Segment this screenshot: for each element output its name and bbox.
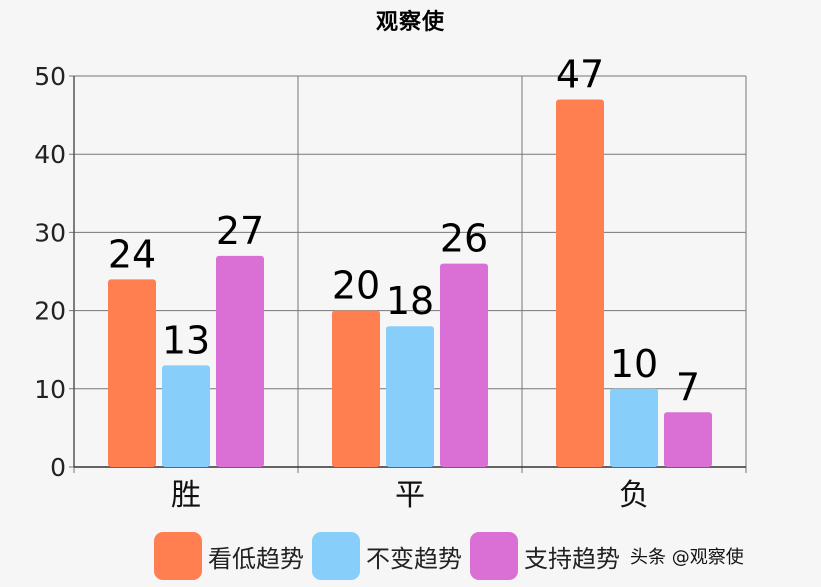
data-label: 26 <box>440 217 488 261</box>
legend-swatch-2 <box>470 532 518 580</box>
bar <box>332 310 380 467</box>
bar <box>162 365 210 467</box>
y-tick-label: 50 <box>34 62 66 91</box>
legend-label: 不变趋势 <box>366 544 462 573</box>
bar <box>610 388 658 467</box>
y-tick-label: 40 <box>34 140 66 169</box>
bar <box>216 255 264 467</box>
bar <box>108 279 156 467</box>
data-label: 13 <box>162 318 210 362</box>
legend-item-series-1[interactable]: 不变趋势 <box>312 532 462 580</box>
data-label: 47 <box>556 52 604 96</box>
legend-label: 支持趋势 <box>524 544 620 573</box>
data-label: 10 <box>610 342 658 386</box>
legend: 看低趋势 不变趋势 支持趋势 头条 @观察使 <box>154 532 744 580</box>
legend-label: 看低趋势 <box>208 544 304 573</box>
bar <box>664 412 712 467</box>
y-tick-label: 20 <box>34 297 66 326</box>
legend-item-series-0[interactable]: 看低趋势 <box>154 532 304 580</box>
bar <box>386 326 434 467</box>
y-tick-label: 10 <box>34 375 66 404</box>
x-tick-label: 胜 <box>171 478 201 513</box>
bar <box>556 99 604 468</box>
x-tick-label: 平 <box>395 478 425 513</box>
data-label: 20 <box>332 264 380 308</box>
legend-item-series-2[interactable]: 支持趋势 <box>470 532 620 580</box>
y-tick-label: 30 <box>34 218 66 247</box>
data-label: 18 <box>386 279 434 323</box>
legend-swatch-1 <box>312 532 360 580</box>
legend-swatch-0 <box>154 532 202 580</box>
data-label: 27 <box>216 209 264 253</box>
data-label: 24 <box>108 232 156 276</box>
y-tick-label: 0 <box>50 453 66 482</box>
watermark: 头条 @观察使 <box>630 547 744 568</box>
bar <box>440 263 488 467</box>
data-label: 7 <box>676 365 700 409</box>
x-tick-label: 负 <box>619 478 649 513</box>
chart-title: 观察使 <box>375 10 445 35</box>
